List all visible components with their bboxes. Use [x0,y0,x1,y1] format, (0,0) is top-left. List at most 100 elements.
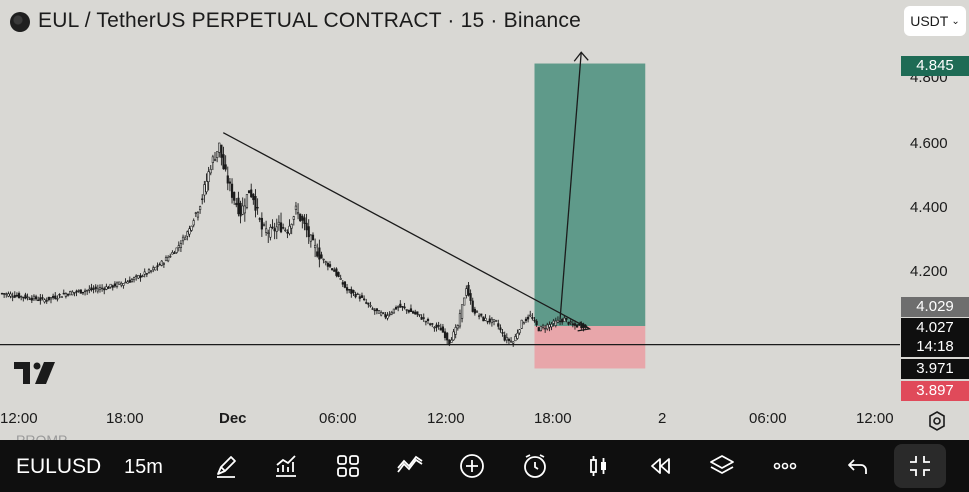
candle-body [258,218,261,220]
candle-body [324,261,327,263]
candle-body [30,297,33,301]
more-icon[interactable] [771,452,799,480]
candle [478,313,481,320]
symbol-button[interactable]: EULUSD [16,455,102,478]
candle-body [0,292,4,295]
candle-body [390,312,393,315]
draw-icon[interactable] [212,452,240,480]
candle-body [443,331,447,339]
fullscreen-button[interactable] [894,444,946,488]
loss-zone [534,326,646,369]
candle [205,173,208,195]
candle [73,292,76,297]
candle-body [405,309,408,311]
candle [135,274,138,281]
candle [224,155,227,172]
candle-body [452,331,455,341]
candle [198,205,202,214]
candle [258,217,261,223]
rewind-icon[interactable] [646,452,674,480]
replay-icon[interactable] [521,452,549,480]
currency-label: USDT [910,13,949,29]
candle-body [356,293,359,296]
interval-button[interactable]: 15m [124,456,163,478]
candle-body [407,310,410,313]
candle-body [328,264,332,267]
candle-body [211,156,214,163]
candle [20,295,23,301]
candle-body [96,288,99,292]
candle [567,321,570,326]
layers-icon[interactable] [708,452,736,480]
candle-body [15,294,19,297]
candle-body [311,234,315,241]
candle-body [516,332,519,339]
candle-body [354,293,357,298]
candle-body [575,324,579,328]
candle [369,301,372,308]
candle [62,289,65,295]
candle [254,189,257,218]
candle [386,312,389,321]
candle [188,225,191,238]
candle [167,255,170,263]
layouts-icon[interactable] [334,452,362,480]
chart-title[interactable]: EUL / TetherUS PERPETUAL CONTRACT · 15 ·… [38,9,581,32]
candle-body [107,286,110,289]
candle [60,296,63,298]
currency-dropdown[interactable]: USDT ⌄ [904,6,966,36]
candle [499,324,502,333]
candle [305,213,308,238]
candle [241,197,244,216]
candle [194,211,197,218]
undo-icon[interactable] [844,452,872,480]
add-icon[interactable] [458,452,486,480]
candle-body [128,279,131,283]
candle [539,325,542,332]
candle-body [86,289,89,292]
candle [399,300,402,308]
candle-body [414,311,417,315]
candle-body [179,243,183,248]
settings-icon[interactable] [926,410,948,432]
candle [256,198,259,215]
candle [382,312,385,315]
indicators-icon[interactable] [272,452,300,480]
candle-body [173,252,176,254]
candle-body [367,302,370,305]
candle-body [64,293,67,297]
fullscreen-icon [906,452,934,480]
candle-body [475,311,479,313]
candle [507,337,511,345]
candle [450,337,453,343]
candle [571,319,574,328]
projection-arrow [559,52,582,320]
candle-body [275,226,278,232]
candle-body [307,226,310,238]
candle-body [448,339,451,345]
candle [550,322,553,331]
compare-icon[interactable] [396,452,424,480]
candle-body [369,305,372,307]
candle-type-icon[interactable] [584,452,612,480]
candle [537,326,540,332]
candle [533,317,536,323]
candle-body [507,338,511,341]
candle [552,318,555,327]
candle-body [3,293,6,295]
candle-body [28,298,31,300]
candle [90,283,93,292]
candle [34,294,38,301]
candle-body [529,314,532,317]
candle-body [105,286,108,290]
candle-body [169,255,172,258]
candle-body [269,227,272,238]
candle [145,272,148,278]
candle-body [350,288,353,294]
candle [345,284,349,294]
candle [527,314,530,323]
price-chart[interactable] [0,44,969,410]
candle-body [380,312,383,316]
candle-body [26,296,29,298]
candle-body [39,297,42,301]
